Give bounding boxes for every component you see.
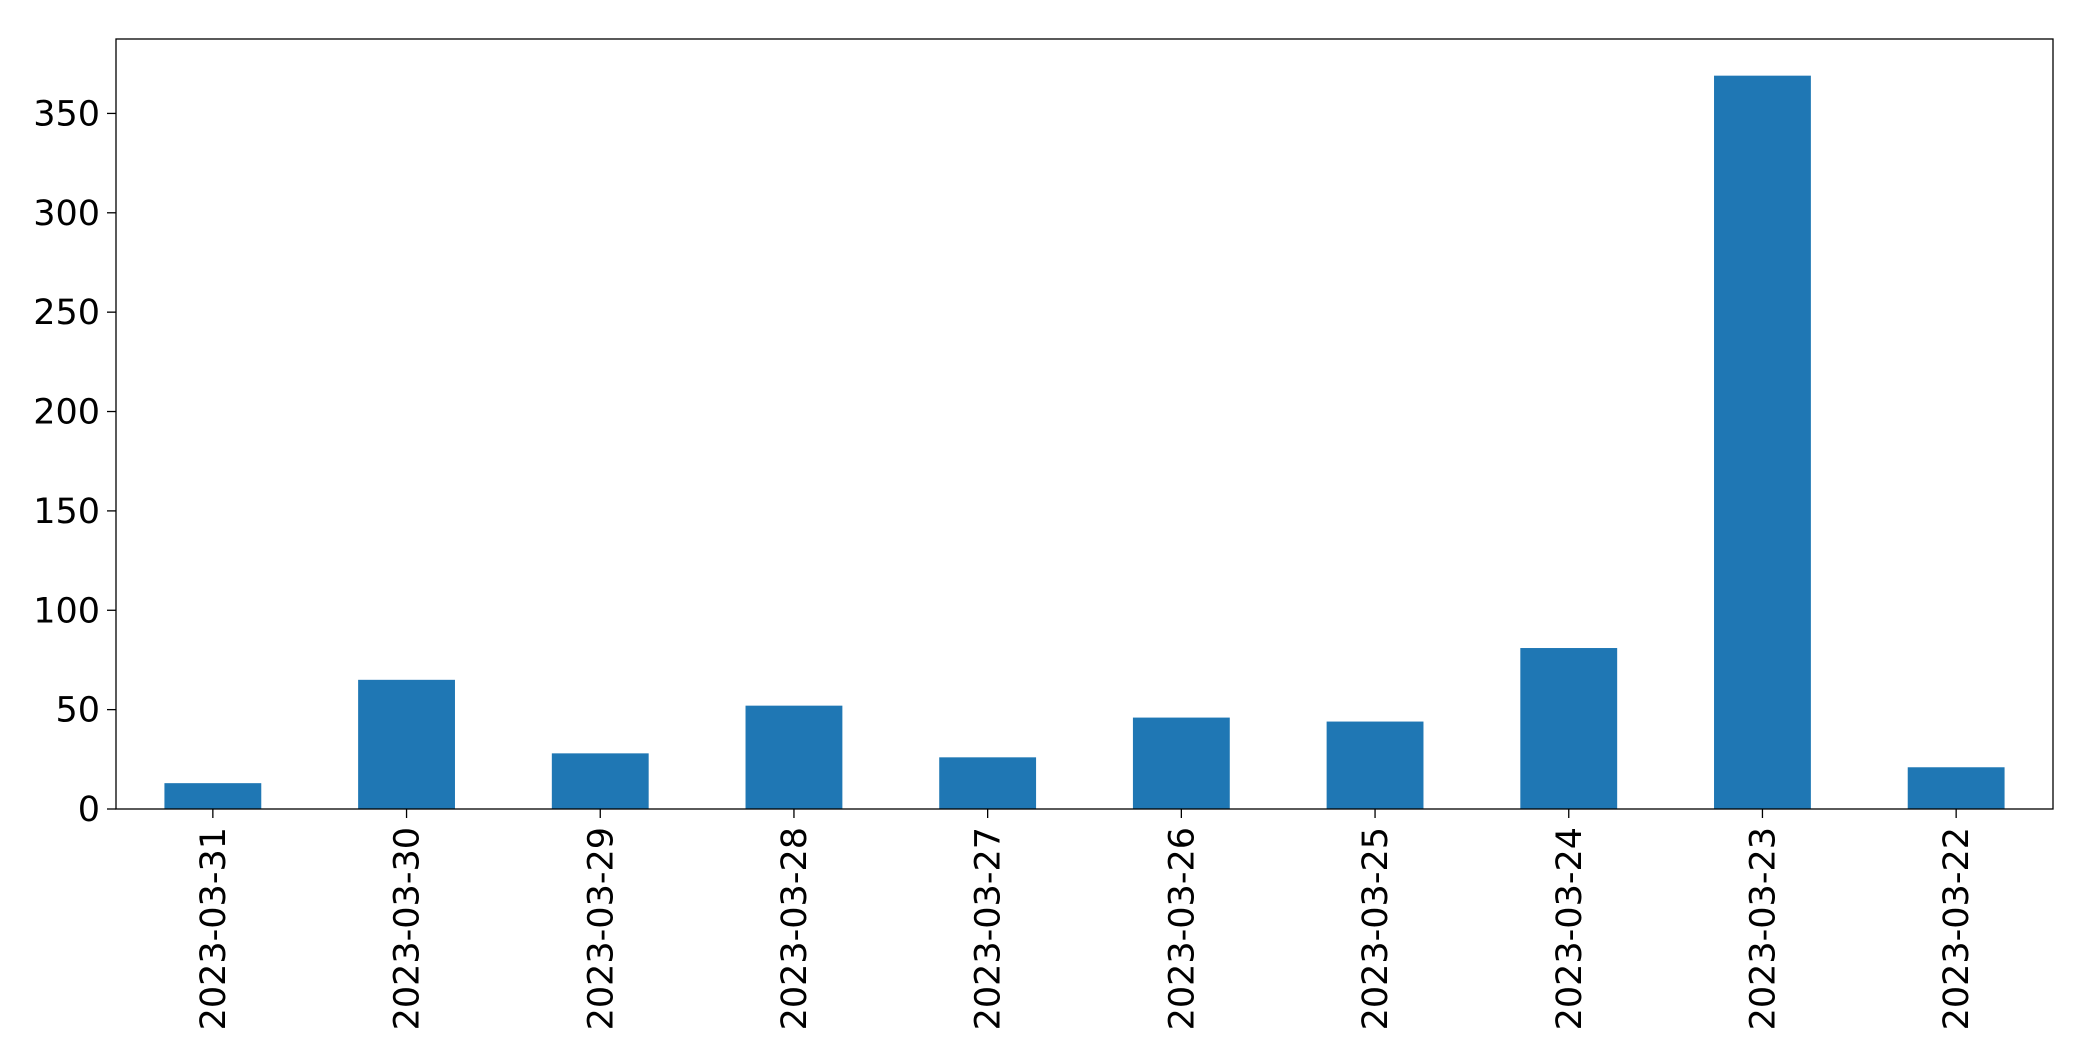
plot-frame [115, 38, 2054, 810]
bar [1714, 75, 1811, 809]
bar [551, 753, 649, 809]
bar [745, 705, 843, 809]
x-tick-label: 2023-03-29 [581, 827, 621, 1030]
y-tick-label: 0 [78, 790, 100, 830]
bar [358, 679, 455, 809]
x-tick-label: 2023-03-30 [388, 827, 428, 1030]
x-tick-label: 2023-03-23 [1743, 827, 1783, 1030]
x-tick-label: 2023-03-27 [969, 827, 1009, 1030]
bar [164, 783, 262, 809]
y-tick-label: 350 [33, 94, 100, 134]
x-tick-label: 2023-03-28 [775, 827, 815, 1030]
y-tick-label: 250 [33, 293, 100, 333]
y-tick-label: 300 [33, 194, 100, 234]
x-tick-label: 2023-03-26 [1162, 827, 1202, 1030]
bar [1520, 648, 1618, 809]
bar [939, 757, 1037, 809]
bar [1326, 721, 1424, 809]
x-tick-label: 2023-03-24 [1550, 827, 1590, 1030]
y-tick-label: 100 [33, 591, 100, 631]
bar [1132, 717, 1230, 809]
x-tick-label: 2023-03-25 [1356, 827, 1396, 1030]
y-tick-label: 200 [33, 393, 100, 433]
bar [1907, 767, 2005, 809]
y-tick-label: 150 [33, 492, 100, 532]
y-tick-label: 50 [55, 691, 100, 731]
x-tick-label: 2023-03-31 [194, 827, 234, 1030]
x-tick-label: 2023-03-22 [1937, 827, 1977, 1030]
